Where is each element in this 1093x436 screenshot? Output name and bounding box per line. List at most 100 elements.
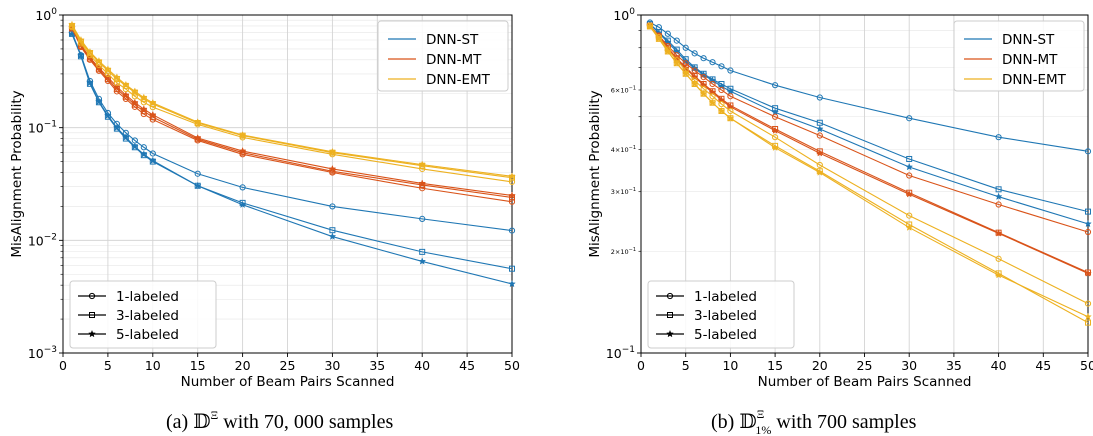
data-point [1084,300,1092,307]
data-point [718,100,725,108]
data-point [148,110,157,119]
series-line-dnn-emt-circle [71,26,513,183]
x-tick-label: 20 [812,358,828,373]
legend-labels [69,280,217,349]
data-point [149,150,156,157]
data-point [663,47,672,55]
x-tick-label: 50 [1080,358,1093,373]
data-point [95,56,103,65]
data-point [508,172,516,180]
data-point [772,134,779,141]
data-point [699,89,708,98]
legend-label-1-labeled: 1-labeled [694,289,757,305]
data-point [131,93,138,100]
data-point [1084,312,1092,321]
legend-marker-circle [666,292,674,300]
data-point [419,185,426,192]
data-point [509,265,515,272]
data-point [238,146,247,155]
y-tick-label: 10−1 [606,345,635,361]
data-point [709,80,716,88]
legend-label-dnn-emt: DNN-EMT [426,72,491,88]
data-point [906,172,913,179]
legend-marker-star [666,329,674,338]
data-point [112,123,121,131]
data-point [121,133,130,141]
y-axis-label: MisAlignment Probability [9,90,25,257]
data-point [113,79,120,86]
y-tick-label: 4×10−1 [611,145,636,154]
data-point [139,150,148,158]
data-point [994,192,1003,201]
data-point [329,203,336,210]
data-point [1084,219,1092,228]
data-point [815,149,824,157]
data-point [193,118,202,126]
data-point [103,111,112,119]
x-tick-label: 0 [637,358,645,373]
data-point [140,144,147,151]
data-point [906,212,913,219]
data-point [419,165,426,173]
data-point [906,115,913,122]
data-point [682,44,689,51]
series-line-dnn-st-circle [649,22,1089,152]
data-point [130,98,139,106]
y-tick-label: 100 [35,7,57,23]
x-axis-label: Number of Beam Pairs Scanned [181,374,395,390]
y-tick-label: 3×10−1 [611,187,636,196]
legend-marker-circle [88,292,96,300]
data-point [700,55,707,62]
data-point [672,59,681,67]
data-point [772,113,779,120]
data-point [771,143,780,152]
data-point [995,134,1002,141]
data-point [816,132,823,139]
x-tick-label: 5 [682,358,690,373]
y-tick-label: 2×10−1 [611,247,636,256]
data-point [709,59,716,66]
chart-b: 0 5 10 15 20 25 30 35 40 45 50 10−1 2×10−1 3×10−1 4×10… [587,7,1093,390]
data-point [77,51,85,59]
data-point [1084,269,1092,277]
data-point [419,215,426,222]
data-point [905,162,914,171]
data-point [508,198,516,205]
data-point [508,279,516,288]
data-point [718,86,725,94]
data-point [905,223,914,231]
legend-label-3-labeled: 3-labeled [694,308,757,324]
data-point [995,201,1002,208]
data-point [700,74,707,81]
legend-marker-square [89,312,95,318]
legend-label-dnn-st: DNN-ST [1002,32,1055,48]
plot-frame [62,14,513,354]
data-point [130,87,139,95]
data-point [1085,208,1091,215]
legend-label-5-labeled: 5-labeled [116,327,179,343]
data-point [419,248,426,255]
x-axis-label: Number of Beam Pairs Scanned [758,374,972,390]
x-tick-label: 35 [946,358,962,373]
x-tick-label: 15 [767,358,783,373]
data-point [726,114,735,122]
data-point [121,90,130,99]
data-point [1085,319,1091,326]
legend-label-dnn-mt: DNN-MT [1002,52,1058,68]
data-point [238,200,247,209]
legend-marker-star [88,329,96,338]
legend-label-5-labeled: 5-labeled [694,327,757,343]
data-point [418,179,427,187]
x-tick-label: 50 [504,358,520,373]
y-axis-label: MisAlignment Probability [587,90,603,257]
data-point [691,50,698,57]
x-tick-label: 20 [235,358,251,373]
data-point [708,76,717,84]
x-tick-label: 30 [901,358,917,373]
data-point [727,93,734,100]
data-point [815,124,824,133]
data-point [772,82,779,89]
data-point [1084,228,1092,236]
data-point [994,229,1003,237]
data-point [508,191,516,199]
